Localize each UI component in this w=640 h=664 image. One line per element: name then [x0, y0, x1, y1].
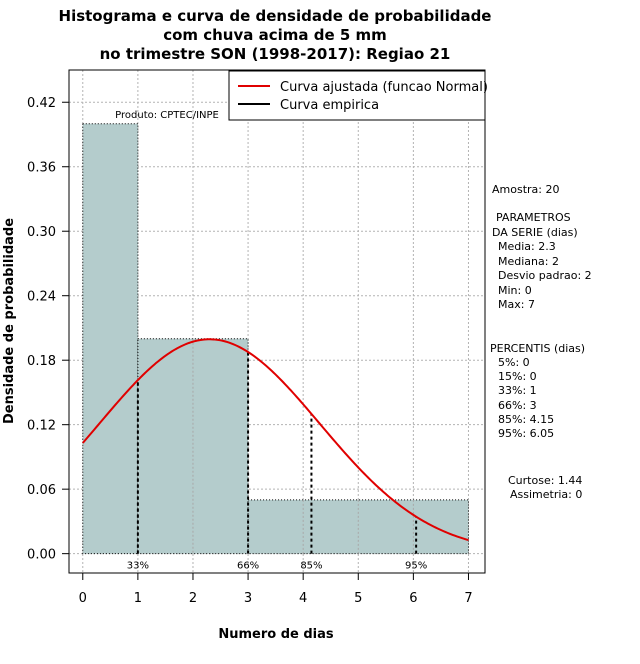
x-tick-label-7: 7 — [464, 591, 472, 606]
y-tick-label-0.18: 0.18 — [27, 354, 56, 369]
percentis-title: PERCENTIS (dias) — [490, 342, 585, 355]
y-tick-label-0.00: 0.00 — [27, 548, 56, 563]
x-tick-label-2: 2 — [189, 591, 197, 606]
legend: Curva ajustada (funcao Normal) Curva emp… — [228, 70, 488, 121]
curtose: Curtose: 1.44 — [508, 474, 582, 487]
x-axis-label: Numero de dias — [218, 627, 334, 642]
legend-label-fitted: Curva ajustada (funcao Normal) — [280, 80, 488, 95]
histogram-bars — [82, 123, 469, 555]
percentile-label-0: 33% — [127, 561, 149, 572]
params-title-2: DA SERIE (dias) — [492, 226, 578, 239]
percentile-label-1: 66% — [237, 561, 259, 572]
histogram-bar-0 — [82, 123, 139, 555]
chart-title-line-2: com chuva acima de 5 mm — [163, 26, 387, 44]
plot-frame — [68, 69, 486, 574]
percentil-5: 5%: 0 — [498, 356, 530, 369]
y-axis-label: Densidade de probabilidade — [2, 218, 17, 424]
percentil-33: 33%: 1 — [498, 384, 537, 397]
chart-title-line-1: Histograma e curva de densidade de proba… — [59, 7, 492, 25]
percentil-15: 15%: 0 — [498, 370, 537, 383]
legend-box — [228, 70, 486, 121]
percentile-markers: 33% 66% 85% 95% — [127, 352, 427, 572]
y-tick-label-0.42: 0.42 — [27, 96, 56, 111]
chart-title-line-3: no trimestre SON (1998-2017): Regiao 21 — [100, 45, 451, 63]
x-tick-label-1: 1 — [134, 591, 142, 606]
x-tick-label-3: 3 — [244, 591, 252, 606]
percentil-66: 66%: 3 — [498, 399, 537, 412]
param-desvio: Desvio padrao: 2 — [498, 269, 592, 282]
fitted-normal-curve — [82, 338, 469, 542]
x-tick-label-0: 0 — [79, 591, 87, 606]
percentile-label-3: 95% — [405, 561, 427, 572]
axes: 0 1 2 3 4 5 6 7 0.00 0.06 0.12 0.18 0.24 0.30 0.36 0.42 — [27, 96, 473, 606]
fitted-curve-layer — [82, 338, 469, 542]
param-mediana: Mediana: 2 — [498, 255, 559, 268]
y-tick-label-0.36: 0.36 — [27, 161, 56, 176]
sample-size: Amostra: 20 — [492, 183, 559, 196]
param-max: Max: 7 — [498, 298, 535, 311]
y-tick-label-0.24: 0.24 — [27, 290, 56, 305]
legend-label-empirical: Curva empirica — [280, 98, 379, 113]
x-tick-label-4: 4 — [299, 591, 307, 606]
x-tick-label-5: 5 — [354, 591, 362, 606]
credit-label: Produto: CPTEC/INPE — [115, 110, 219, 121]
percentil-85: 85%: 4.15 — [498, 413, 554, 426]
param-media: Media: 2.3 — [498, 240, 556, 253]
params-title-1: PARAMETROS — [496, 211, 571, 224]
param-min: Min: 0 — [498, 284, 532, 297]
x-tick-label-6: 6 — [409, 591, 417, 606]
percentile-label-2: 85% — [300, 561, 322, 572]
histogram-bar-1 — [137, 338, 249, 555]
y-tick-label-0.12: 0.12 — [27, 419, 56, 434]
y-tick-label-0.06: 0.06 — [27, 483, 56, 498]
stats-panel: Amostra: 20 PARAMETROS DA SERIE (dias) M… — [490, 183, 592, 501]
assimetria: Assimetria: 0 — [510, 488, 582, 501]
percentil-95: 95%: 6.05 — [498, 427, 554, 440]
y-tick-label-0.30: 0.30 — [27, 225, 56, 240]
